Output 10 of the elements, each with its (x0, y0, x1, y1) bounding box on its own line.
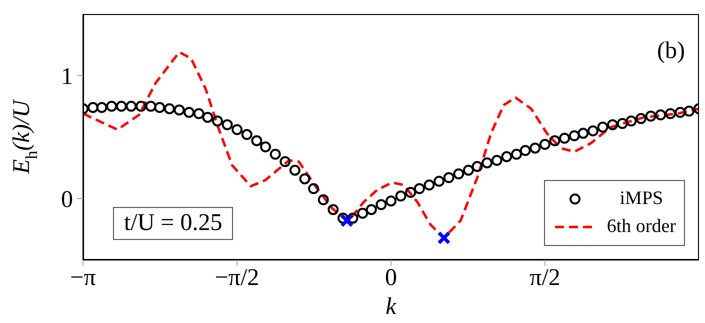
legend-label: iMPS (618, 188, 664, 210)
x-axis-title: k (386, 294, 397, 320)
x-tick-label: −π (70, 265, 96, 292)
annotation: (b) (657, 38, 685, 65)
x-tick-label: π/2 (530, 265, 560, 292)
legend-label: 6th order (606, 216, 676, 238)
x-tick-label: −π/2 (214, 265, 260, 292)
annotation: t/U = 0.25 (113, 207, 234, 240)
y-tick-label: 1 (61, 64, 73, 90)
x-tick-label: 0 (385, 265, 397, 292)
